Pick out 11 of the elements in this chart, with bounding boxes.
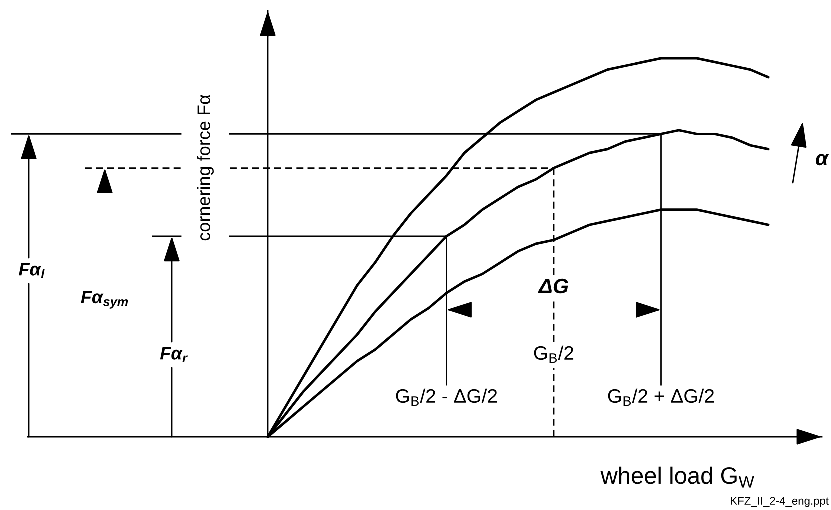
x-tick-label: G$_{B}$/2 (534, 346, 574, 364)
x-axis-title: wheel load G$_{W}$ (600, 466, 754, 488)
x-tick-label: G$_{B}$/2 - ΔG/2 (396, 388, 498, 406)
text: Fα$_{r}$ (160, 347, 188, 362)
text: KFZ_II_2-4_eng.ppt (731, 497, 829, 508)
x-tick-label: G$_{B}$/2 + ΔG/2 (608, 388, 714, 406)
y-axis-title: cornering force Fα (197, 95, 214, 241)
annotation: ΔG (538, 278, 568, 294)
text: Fα$_{l}$ (19, 263, 45, 278)
text: α (816, 154, 830, 166)
text: Fα$_{sym}$ (81, 290, 128, 309)
